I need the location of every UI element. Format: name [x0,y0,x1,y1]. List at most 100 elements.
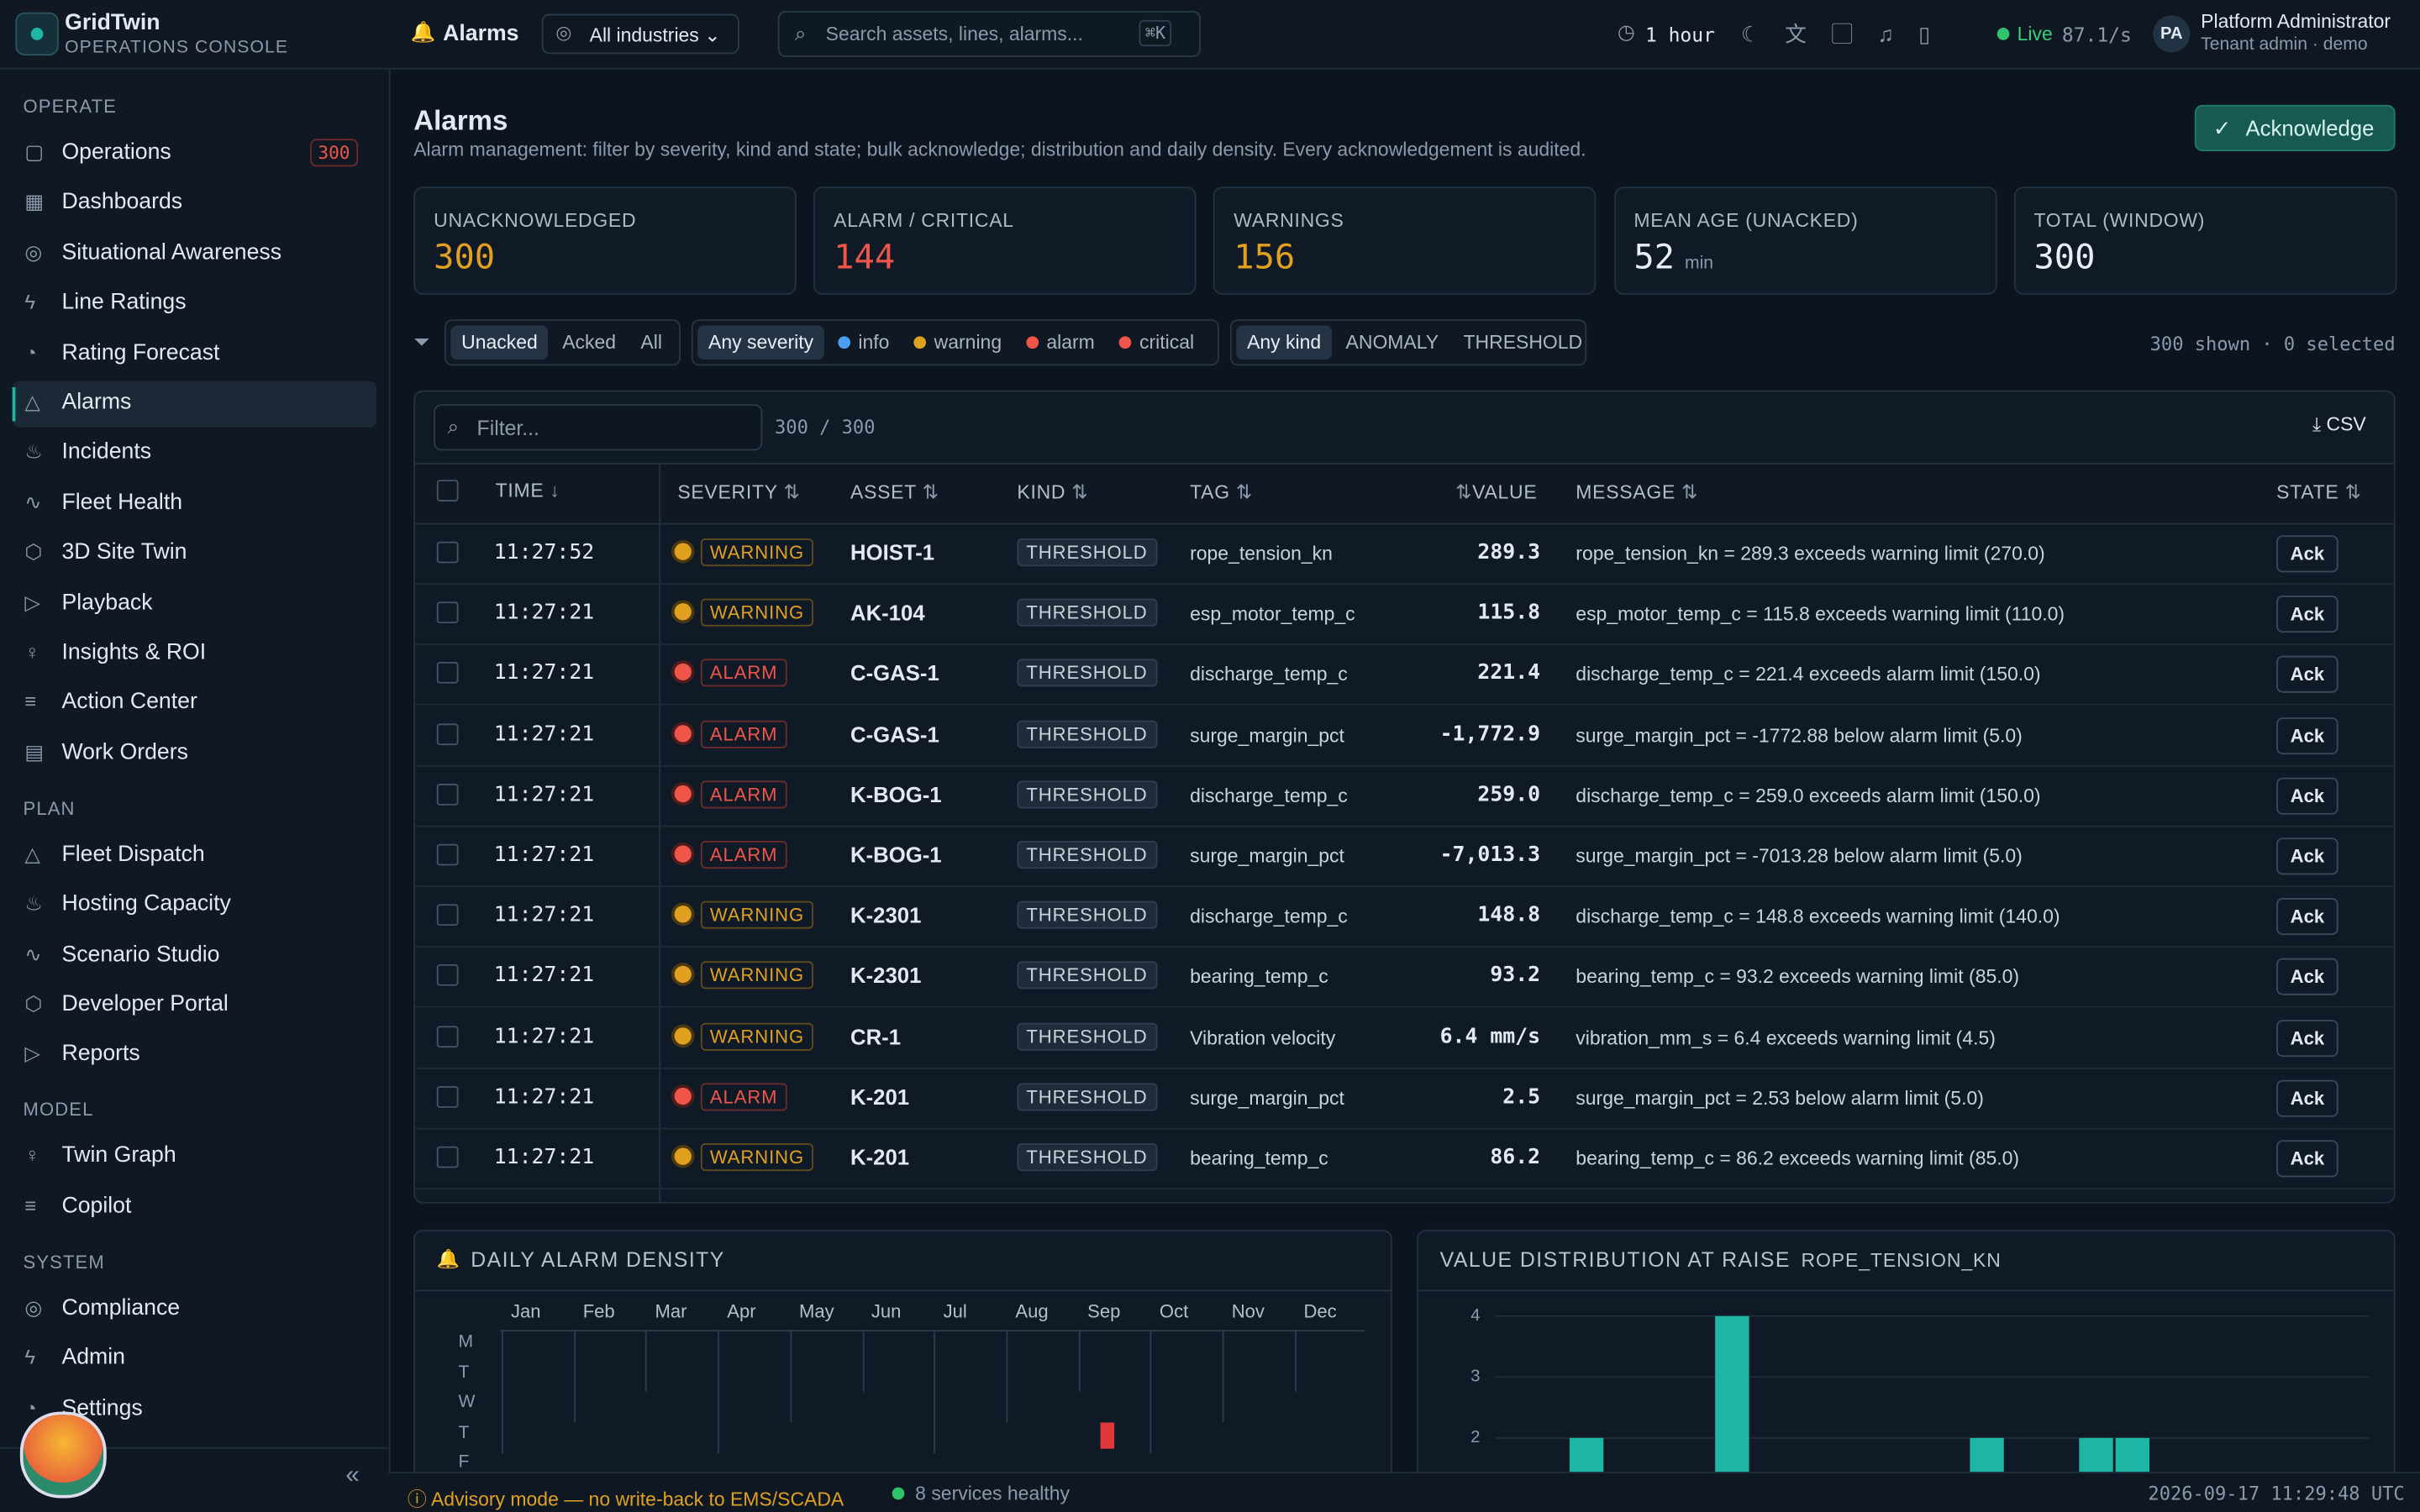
alarm-table: ⌕ Filter... 300 / 300 ⤓ CSV TIME ↓ SEVERI… [413,390,2396,1204]
brand: GridTwin [65,10,160,36]
column-header[interactable]: ⇅VALUE [1455,481,1538,503]
brand-subtitle: OPERATIONS CONSOLE [65,38,289,57]
checkbox[interactable] [436,1085,459,1108]
nav-item[interactable]: ▷ Reports [13,1032,376,1079]
filter-option[interactable]: ANOMALY [1335,326,1449,360]
filter-option[interactable]: warning [903,326,1013,360]
nav-item[interactable]: ◎ Situational Awareness [13,231,376,277]
time-range[interactable]: 1 hour [1644,23,1715,47]
checkbox[interactable] [436,964,459,987]
nav-item[interactable]: ≡ Action Center [13,681,376,727]
nav-item[interactable]: ⬡ Developer Portal [13,983,376,1029]
nav-item[interactable]: ϟ Admin [13,1336,376,1383]
value: 259.0 [1477,781,1541,807]
filter-option[interactable]: alarm [1016,326,1106,360]
nav-item[interactable]: △ Fleet Dispatch [13,832,376,879]
severity: WARNING [700,598,814,627]
nav-icon: ◎ [24,1295,43,1320]
ack-button[interactable]: Ack [2276,656,2338,694]
checkbox[interactable] [436,843,459,866]
toolbar-icons[interactable]: ☾文▢♫▯ [1740,21,1955,47]
asset: HOIST-1 [850,539,935,565]
ack-button[interactable]: Ack [2276,1079,2338,1117]
filter-option[interactable]: Any kind [1236,325,1333,360]
filter-label: critical [1139,331,1195,354]
tag: bearing_temp_c [1190,1147,1328,1170]
nav-icon: ≡ [24,1194,37,1217]
filter-option[interactable]: Acked [551,326,627,360]
csv-button[interactable]: ⤓ CSV [2312,413,2366,435]
column-header[interactable]: ASSET ⇅ [850,481,939,503]
kind: THRESHOLD [1017,841,1157,869]
nav-item[interactable]: ⬡ 3D Site Twin [13,531,376,577]
asset: K-2301 [850,963,922,989]
column-header[interactable]: TIME ↓ [495,480,560,501]
value: 115.8 [1477,600,1541,626]
y-tick-label: 4 [1470,1306,1480,1325]
ack-button[interactable]: Ack [2276,1019,2338,1057]
acknowledge-button[interactable]: ✓ Acknowledge [2194,104,2396,152]
checkbox[interactable] [436,480,459,501]
nav-label: Alarms [61,390,132,416]
checkbox[interactable] [436,662,459,685]
nav-item[interactable]: ▷ Playback [13,581,376,627]
column-header[interactable]: MESSAGE ⇅ [1576,481,1699,503]
nav-item[interactable]: ♨ Hosting Capacity [13,883,376,929]
nav-item[interactable]: ♀ Twin Graph [13,1135,376,1181]
checkbox[interactable] [436,601,459,624]
nav-item[interactable]: ≡ Copilot [13,1184,376,1231]
nav-item[interactable]: ∿ Scenario Studio [13,932,376,979]
kind: THRESHOLD [1017,538,1157,567]
ack-button[interactable]: Ack [2276,898,2338,936]
message: esp_motor_temp_c = 115.8 exceeds warning… [1576,603,2065,626]
table-filter[interactable]: ⌕ Filter... [434,404,763,451]
collapse-button[interactable]: « [345,1462,360,1489]
ack-button[interactable]: Ack [2276,717,2338,754]
value: 2.5 [1502,1084,1541,1110]
filter-option[interactable]: Unacked [450,325,549,360]
ack-button[interactable]: Ack [2276,958,2338,996]
avatar[interactable] [19,1411,107,1499]
column-header[interactable]: KIND ⇅ [1017,481,1089,503]
nav-item[interactable]: ▤ Work Orders [13,731,376,777]
nav-item[interactable]: ▢ Operations 300 [13,131,376,177]
ack-button[interactable]: Ack [2276,535,2338,573]
column-header[interactable]: STATE ⇅ [2276,481,2362,503]
search[interactable]: ⌕ Search assets, lines, alarms... ⌘K [777,10,1201,57]
kpi-value: 300 [434,239,496,278]
filter-option[interactable]: THRESHOLD [1453,326,1593,360]
checkbox[interactable] [436,1025,459,1047]
nav-item[interactable]: △ Alarms [12,381,377,428]
ack-button[interactable]: Ack [2276,596,2338,633]
user-initials[interactable]: PA [2153,15,2191,53]
ack-button[interactable]: Ack [2276,837,2338,875]
checkbox[interactable] [436,722,459,745]
checkbox[interactable] [436,541,459,564]
ack-button[interactable]: Ack [2276,777,2338,815]
filter-option[interactable]: Any severity [697,325,824,360]
nav-icon: △ [24,390,40,414]
nav-item[interactable]: ϟ Line Ratings [13,281,376,328]
nav-item[interactable]: ♨ Incidents [13,431,376,477]
checkbox[interactable] [436,904,459,927]
filter-option[interactable]: info [828,326,901,360]
asset: K-BOG-1 [850,781,942,807]
nav-item[interactable]: ♀ Insights & ROI [13,631,376,677]
filter-option[interactable]: All [630,326,673,360]
industry-select[interactable]: All industries ⌄ [541,13,739,55]
severity: WARNING [700,1022,814,1051]
nav-label: Line Ratings [61,290,187,316]
column-header[interactable]: SEVERITY ⇅ [677,481,801,503]
nav-item[interactable]: ∿ Fleet Health [13,481,376,528]
checkbox[interactable] [436,1146,459,1168]
nav-item[interactable]: ▦ Dashboards [13,181,376,228]
asset: AK-104 [850,600,925,626]
severity: WARNING [700,1143,814,1172]
nav-section: OPERATE [23,95,117,118]
nav-item[interactable]: ◔ Rating Forecast [13,331,376,377]
ack-button[interactable]: Ack [2276,1140,2338,1178]
checkbox[interactable] [436,783,459,806]
filter-option[interactable]: critical [1108,326,1205,360]
column-header[interactable]: TAG ⇅ [1190,481,1253,503]
nav-item[interactable]: ◎ Compliance [13,1286,376,1332]
